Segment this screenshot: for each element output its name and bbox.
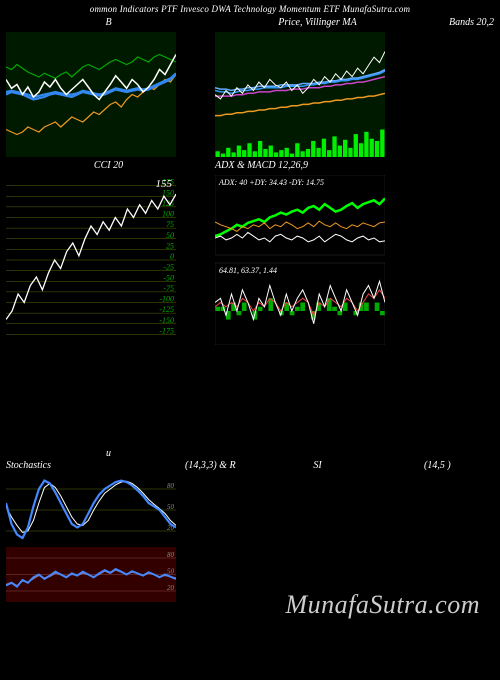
stoch-title-b: (14,3,3) & R — [185, 459, 236, 473]
svg-text:-25: -25 — [163, 263, 174, 272]
svg-text:-50: -50 — [163, 273, 174, 282]
svg-text:50: 50 — [167, 568, 175, 576]
svg-text:-100: -100 — [159, 295, 174, 304]
stoch-title-c: (14,5 ) — [424, 459, 494, 473]
svg-text:25: 25 — [166, 241, 174, 250]
bands-title: Bands 20,2 — [424, 16, 494, 30]
price-chart — [215, 32, 420, 157]
svg-text:-75: -75 — [163, 284, 174, 293]
svg-text:64.81, 63.37, 1.44: 64.81, 63.37, 1.44 — [219, 266, 277, 275]
svg-text:-125: -125 — [159, 305, 174, 314]
svg-text:155: 155 — [156, 178, 173, 190]
svg-text:80: 80 — [167, 482, 175, 490]
watermark: MunafaSutra.com — [285, 590, 480, 620]
stoch-title-a: Stochastics — [6, 459, 51, 473]
price-ma-title: Price, Villinger MA — [215, 16, 420, 30]
cci-chart: 1751501251007550250-25-50-75-100-125-150… — [6, 175, 211, 345]
rsi-chart: 80 50 20 — [6, 547, 211, 602]
cci-title: CCI 20 — [6, 159, 211, 173]
svg-text:ADX: 40 +DY: 34.43 -DY: 14.7: ADX: 40 +DY: 34.43 -DY: 14.75 — [218, 178, 324, 187]
u-label: u — [106, 447, 111, 461]
bb-title: B — [6, 16, 211, 30]
svg-text:100: 100 — [162, 210, 174, 219]
adx-title: ADX & MACD 12,26,9 — [215, 159, 420, 173]
stoch-title-si: SI — [313, 459, 321, 473]
svg-text:50: 50 — [166, 231, 174, 240]
svg-text:0: 0 — [170, 252, 174, 261]
svg-text:-150: -150 — [159, 316, 174, 325]
adx-macd-chart: ADX: 40 +DY: 34.43 -DY: 14.75 64.81, 63.3… — [215, 175, 420, 345]
page-title: ommon Indicators PTF Invesco DWA Technol… — [0, 0, 500, 16]
svg-text:50: 50 — [167, 503, 175, 511]
svg-text:20: 20 — [167, 584, 175, 592]
bollinger-chart — [6, 32, 211, 157]
svg-text:80: 80 — [167, 551, 175, 559]
svg-text:-175: -175 — [159, 326, 174, 335]
svg-text:75: 75 — [166, 220, 174, 229]
stochastics-chart: 805020 — [6, 475, 211, 545]
